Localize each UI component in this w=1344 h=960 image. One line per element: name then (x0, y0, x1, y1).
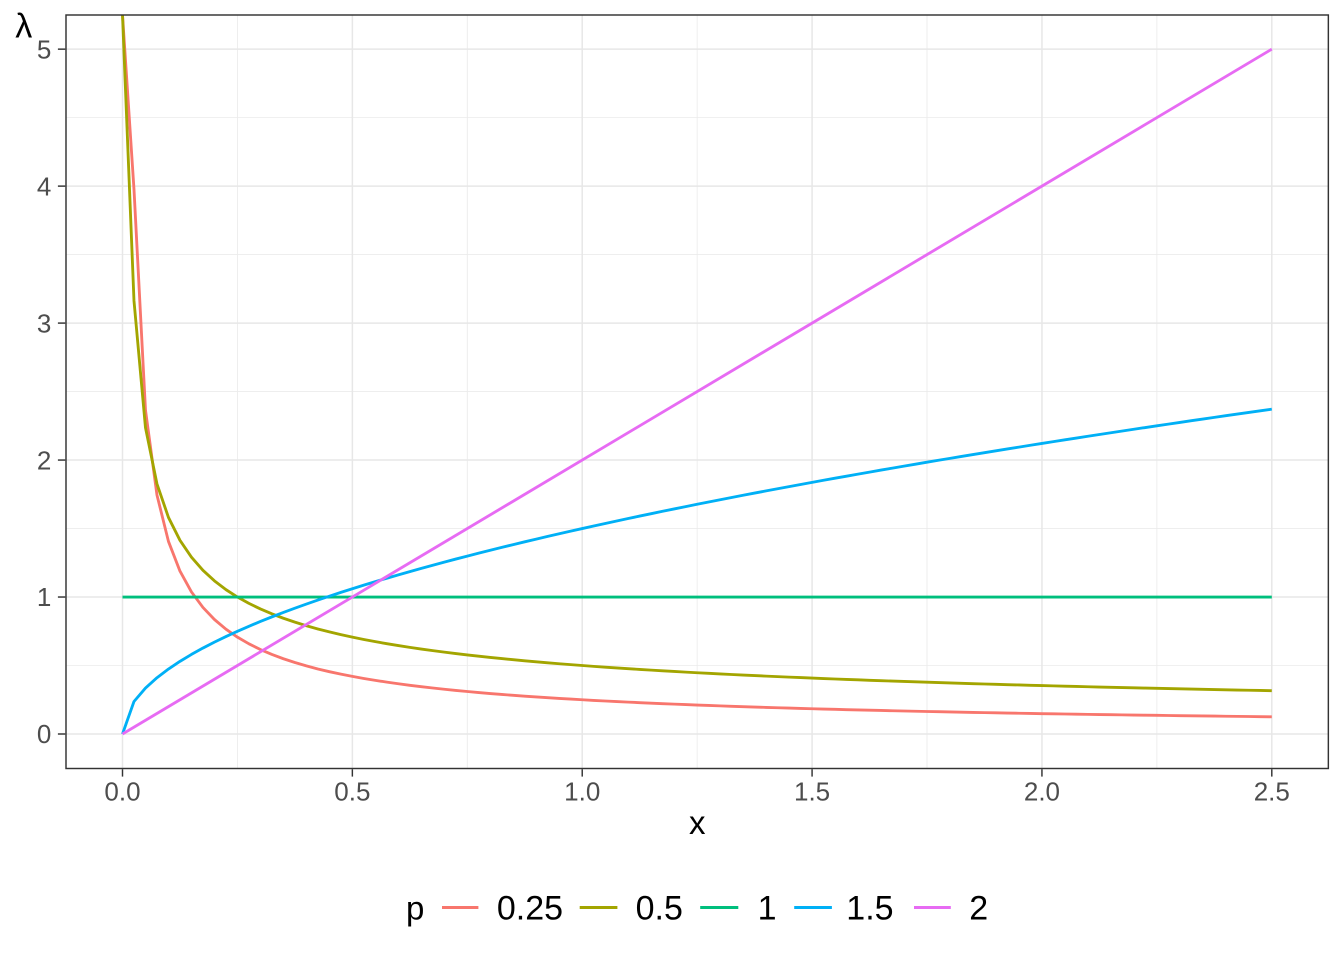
svg-text:2.0: 2.0 (1024, 777, 1060, 807)
svg-text:2: 2 (969, 890, 988, 928)
svg-text:0.0: 0.0 (104, 777, 140, 807)
svg-text:0.5: 0.5 (636, 890, 683, 928)
svg-text:λ: λ (15, 8, 32, 46)
svg-text:p: p (406, 889, 424, 926)
svg-text:0.25: 0.25 (497, 890, 563, 928)
svg-text:3: 3 (37, 308, 51, 338)
svg-text:1.5: 1.5 (794, 777, 830, 807)
svg-text:0.5: 0.5 (334, 777, 370, 807)
svg-text:0: 0 (37, 719, 51, 749)
svg-text:1: 1 (758, 890, 777, 928)
svg-text:4: 4 (37, 171, 51, 201)
svg-text:1.5: 1.5 (846, 890, 893, 928)
svg-text:2: 2 (37, 445, 51, 475)
svg-text:5: 5 (37, 34, 51, 64)
svg-text:1: 1 (37, 582, 51, 612)
svg-text:x: x (689, 804, 706, 841)
svg-text:2.5: 2.5 (1254, 777, 1290, 807)
svg-text:1.0: 1.0 (564, 777, 600, 807)
